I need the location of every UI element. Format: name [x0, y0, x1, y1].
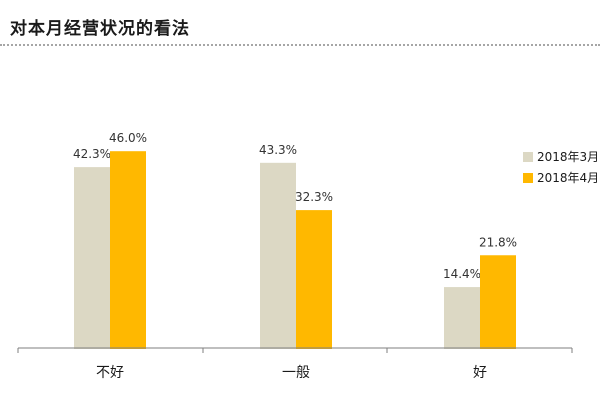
bar-1-0 — [110, 151, 146, 349]
data-label-0-1: 43.3% — [259, 143, 297, 157]
category-label-0: 不好 — [96, 365, 124, 381]
bar-0-0 — [74, 167, 110, 349]
bar-0-1 — [260, 162, 296, 349]
data-label-0-0: 42.3% — [73, 147, 111, 161]
data-label-0-2: 14.4% — [443, 267, 481, 281]
data-label-1-1: 32.3% — [295, 190, 333, 204]
legend-label-0: 2018年3月 — [537, 150, 599, 164]
legend-swatch-1 — [523, 173, 533, 183]
legend-swatch-0 — [523, 152, 533, 162]
category-label-1: 一般 — [282, 365, 310, 381]
bar-0-2 — [444, 287, 480, 349]
title-divider — [0, 44, 600, 46]
bar-1-1 — [296, 210, 332, 349]
category-label-2: 好 — [473, 365, 487, 381]
page-title: 对本月经营状况的看法 — [10, 19, 190, 39]
bar-1-2 — [480, 255, 516, 349]
data-label-1-2: 21.8% — [479, 235, 517, 249]
data-label-1-0: 46.0% — [109, 131, 147, 145]
legend-label-1: 2018年4月 — [537, 171, 599, 185]
